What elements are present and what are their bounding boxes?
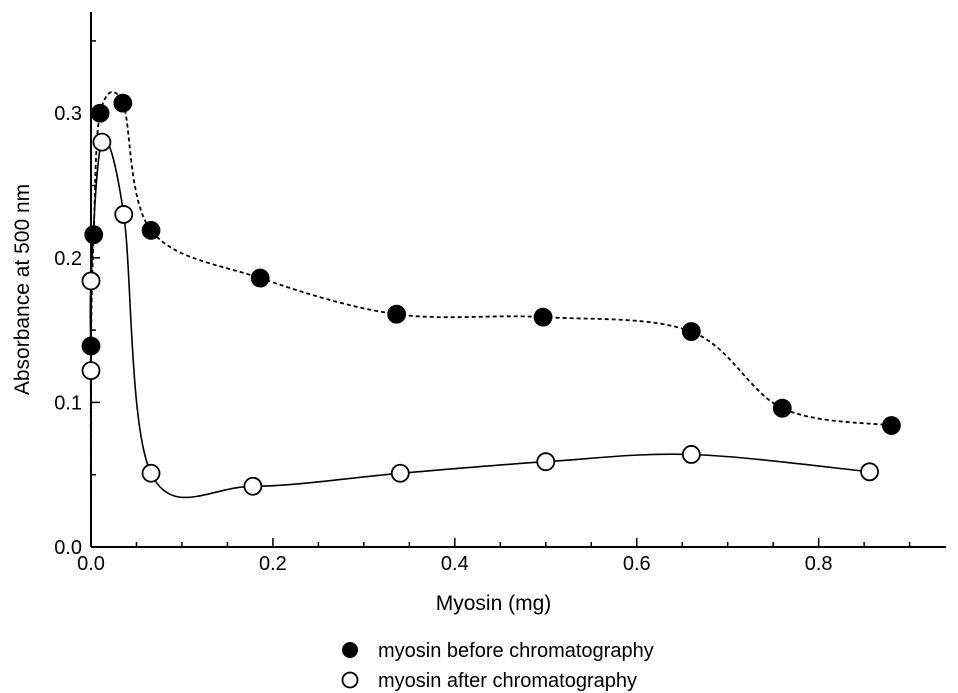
x-tick-label: 0.8 xyxy=(805,553,833,575)
x-axis-label: Myosin (mg) xyxy=(436,592,552,615)
point-before-3 xyxy=(113,93,133,113)
point-before-9 xyxy=(772,398,792,418)
y-tick-label: 0.2 xyxy=(54,248,82,270)
point-before-10 xyxy=(882,416,901,435)
y-tick-label: 0.1 xyxy=(54,392,82,414)
y-tick-label: 0.0 xyxy=(54,537,82,559)
point-after-3 xyxy=(114,205,134,224)
point-before-4 xyxy=(141,220,161,240)
point-after-0 xyxy=(81,361,101,380)
point-before-0 xyxy=(81,336,101,356)
point-before-6 xyxy=(387,304,407,324)
y-tick-label: 0.3 xyxy=(54,103,82,125)
data-points xyxy=(81,93,901,496)
legend: myosin before chromatography myosin afte… xyxy=(341,640,654,692)
point-after-9 xyxy=(860,462,879,482)
point-before-5 xyxy=(250,268,270,288)
legend-marker-before-chromatography xyxy=(342,642,358,658)
legend-marker-after-chromatography xyxy=(341,671,359,689)
x-tick-label: 0.4 xyxy=(441,553,469,575)
x-tick-label: 0.0 xyxy=(77,553,105,575)
x-tick-label: 0.2 xyxy=(259,553,287,575)
legend-entry-after-chromatography: myosin after chromatography xyxy=(378,670,637,692)
point-before-1 xyxy=(84,225,104,245)
point-after-5 xyxy=(243,476,263,496)
point-before-8 xyxy=(681,322,701,341)
series-line-after xyxy=(89,139,870,547)
point-after-6 xyxy=(390,463,410,483)
series-line-before xyxy=(89,91,892,548)
point-before-2 xyxy=(90,103,110,123)
y-axis-label: Absorbance at 500 nm xyxy=(11,184,34,395)
point-after-1 xyxy=(81,271,101,291)
point-after-8 xyxy=(681,445,701,464)
series-curves xyxy=(89,91,892,548)
point-before-7 xyxy=(533,307,553,327)
x-tick-label: 0.6 xyxy=(623,553,651,575)
point-after-2 xyxy=(92,132,112,152)
axes: 0.0 0.2 0.4 0.6 0.8 0.0 0.1 0.2 0.3 xyxy=(54,12,946,575)
point-after-7 xyxy=(536,452,556,472)
point-after-4 xyxy=(141,463,161,483)
legend-entry-before-chromatography: myosin before chromatography xyxy=(378,640,654,662)
